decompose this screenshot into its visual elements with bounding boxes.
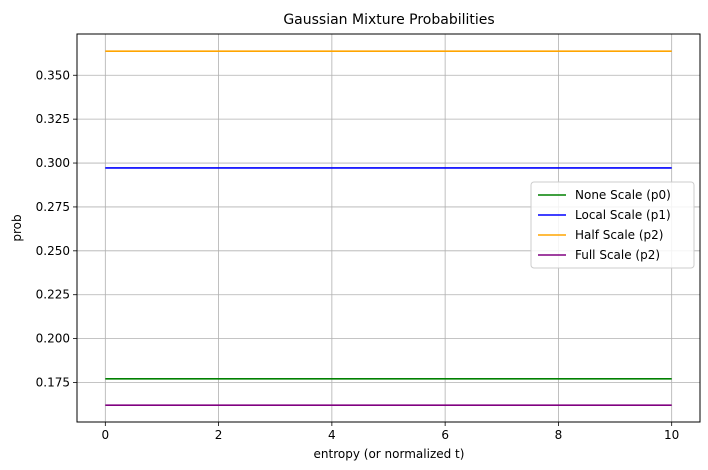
x-axis-title: entropy (or normalized t) — [314, 447, 465, 461]
y-tick-label: 0.325 — [36, 112, 70, 126]
x-tick-label: 8 — [555, 428, 563, 442]
x-axis-ticks: 0 2 4 6 8 10 — [101, 422, 679, 442]
x-tick-label: 6 — [441, 428, 449, 442]
x-tick-label: 2 — [215, 428, 223, 442]
series-lines — [105, 50, 672, 406]
y-tick-label: 0.350 — [36, 68, 70, 82]
x-tick-label: 10 — [664, 428, 679, 442]
y-tick-label: 0.200 — [36, 332, 70, 346]
legend-label: Local Scale (p1) — [575, 208, 671, 222]
y-axis-ticks: 0.175 0.200 0.225 0.250 0.275 0.300 0.325 0.350 — [36, 68, 77, 389]
legend-label: Half Scale (p2) — [575, 228, 663, 242]
legend-label: None Scale (p0) — [575, 188, 671, 202]
y-tick-label: 0.225 — [36, 288, 70, 302]
x-tick-label: 4 — [328, 428, 336, 442]
legend-box — [530, 181, 695, 269]
y-tick-label: 0.250 — [36, 244, 70, 258]
y-axis-title: prob — [10, 214, 24, 241]
y-tick-label: 0.175 — [36, 375, 70, 389]
legend-label: Full Scale (p2) — [575, 248, 660, 262]
legend: None Scale (p0) Local Scale (p1) Half Scal… — [530, 181, 695, 269]
y-tick-label: 0.300 — [36, 156, 70, 170]
chart-title: Gaussian Mixture Probabilities — [283, 12, 494, 28]
y-tick-label: 0.275 — [36, 200, 70, 214]
x-tick-label: 0 — [101, 428, 109, 442]
plot-frame — [76, 33, 701, 423]
